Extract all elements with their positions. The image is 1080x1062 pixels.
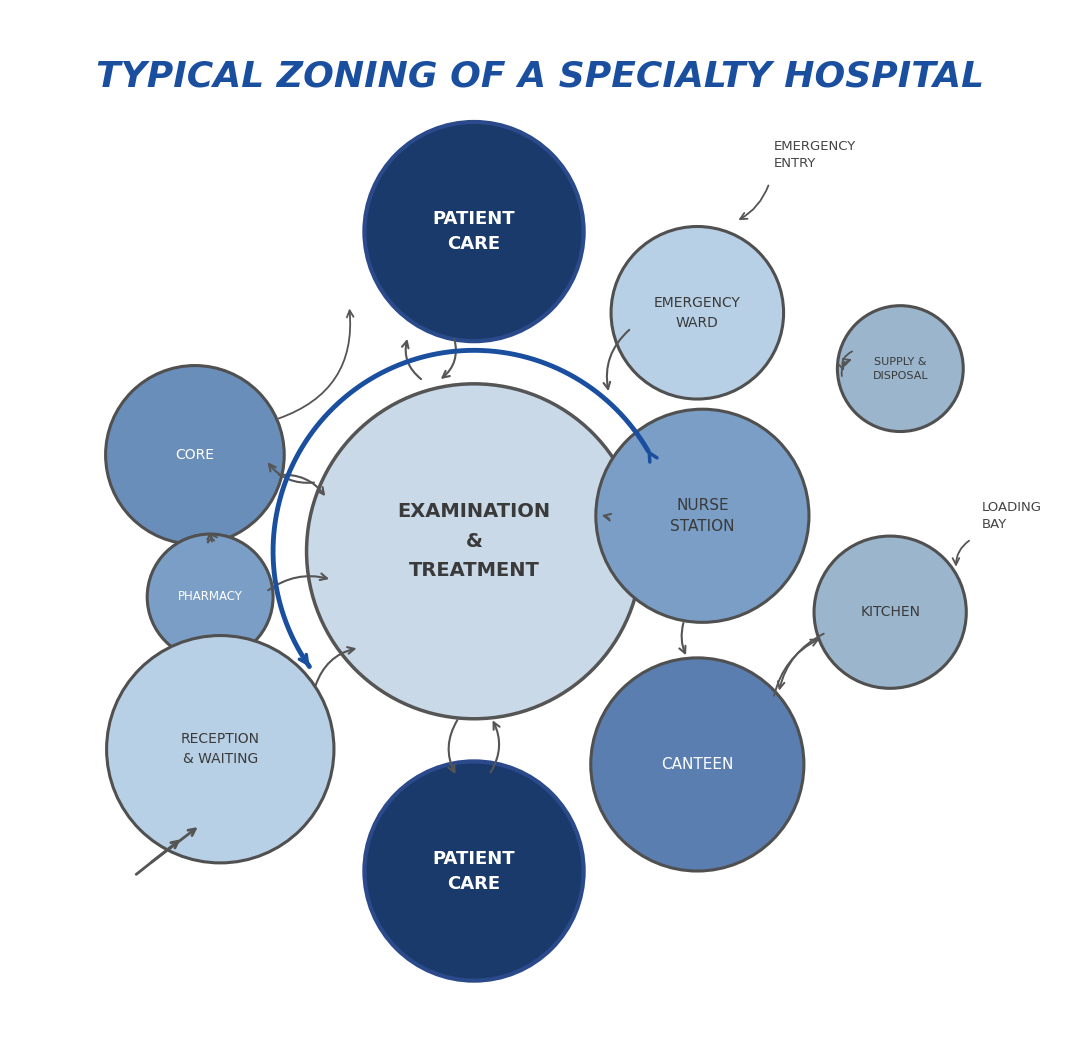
Text: EXAMINATION
&
TREATMENT: EXAMINATION & TREATMENT (397, 502, 551, 580)
Circle shape (814, 536, 967, 688)
Circle shape (147, 534, 273, 660)
Text: EMERGENCY
WARD: EMERGENCY WARD (653, 296, 741, 329)
Circle shape (591, 657, 804, 871)
Text: TYPICAL ZONING OF A SPECIALTY HOSPITAL: TYPICAL ZONING OF A SPECIALTY HOSPITAL (96, 59, 984, 93)
Text: CORE: CORE (175, 448, 215, 462)
Circle shape (307, 383, 642, 719)
Text: PHARMACY: PHARMACY (178, 590, 243, 603)
Text: SUPPLY &
DISPOSAL: SUPPLY & DISPOSAL (873, 357, 928, 380)
Circle shape (106, 365, 284, 544)
Text: PATIENT
CARE: PATIENT CARE (433, 850, 515, 892)
Text: LOADING
BAY: LOADING BAY (982, 501, 1041, 531)
Circle shape (611, 226, 784, 399)
Text: EMERGENCY
ENTRY: EMERGENCY ENTRY (773, 140, 855, 171)
Text: PATIENT
CARE: PATIENT CARE (433, 210, 515, 253)
Circle shape (364, 122, 583, 341)
Text: CANTEEN: CANTEEN (661, 757, 733, 772)
Circle shape (837, 306, 963, 431)
Text: KITCHEN: KITCHEN (860, 605, 920, 619)
Circle shape (364, 761, 583, 980)
Circle shape (596, 409, 809, 622)
Circle shape (107, 635, 334, 863)
Text: NURSE
STATION: NURSE STATION (671, 498, 734, 534)
Text: RECEPTION
& WAITING: RECEPTION & WAITING (180, 733, 260, 766)
